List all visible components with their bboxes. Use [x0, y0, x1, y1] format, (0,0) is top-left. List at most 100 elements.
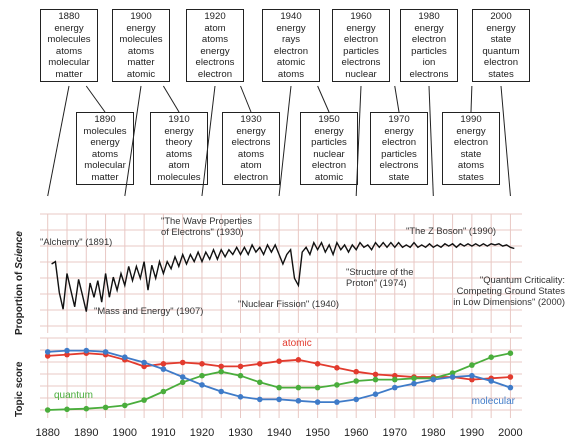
decade-word: atoms — [237, 148, 265, 160]
x-tick-label-1910: 1910 — [151, 427, 175, 439]
decade-box-1950: 1950 energy particles nuclear electron atomic — [300, 112, 358, 185]
point-quantum-1960 — [353, 378, 360, 384]
annotation-line: "Structure of the — [346, 266, 413, 277]
point-atomic-1915 — [179, 359, 186, 366]
proportion-axis-label-prefix: Proportion of — [14, 268, 25, 335]
point-molecular-1955 — [334, 399, 340, 405]
point-molecular-1990 — [469, 372, 475, 379]
decade-year: 1930 — [240, 114, 262, 125]
decade-word: state — [388, 171, 410, 183]
decade-box-1910: 1910 energy theory atoms atom molecules — [150, 112, 208, 185]
point-molecular-1920 — [199, 382, 205, 388]
decade-word: states — [458, 171, 484, 183]
point-atomic-1930 — [237, 363, 244, 370]
decade-word: electron — [197, 68, 233, 80]
decade-year: 1910 — [168, 114, 190, 125]
connector-line-1890 — [85, 85, 106, 113]
point-quantum-1985 — [449, 370, 456, 376]
proportion-line — [51, 240, 515, 312]
decade-box-1940: 1940 energy rays electron atomic atoms — [262, 9, 320, 82]
annotation-line: "Mass and Energy" (1907) — [94, 305, 203, 316]
decade-word: states — [488, 68, 514, 80]
decade-year: 1990 — [460, 114, 482, 125]
decade-year: 1880 — [58, 11, 80, 22]
annotation-line: "The Wave Properties — [161, 215, 252, 226]
annotation-line: in Low Dimensions" (2000) — [453, 296, 565, 307]
point-atomic-1910 — [160, 361, 167, 367]
decade-word: electrons — [231, 137, 271, 148]
point-atomic-1945 — [295, 357, 302, 363]
connector-line-1910 — [162, 85, 180, 113]
decade-word: electrons — [195, 57, 235, 68]
point-quantum-1925 — [218, 368, 224, 375]
point-molecular-1995 — [488, 378, 495, 384]
decade-word: electron — [233, 171, 269, 183]
point-molecular-1895 — [102, 349, 109, 355]
point-molecular-1910 — [160, 366, 167, 372]
decade-word: matter — [91, 171, 119, 183]
x-tick-label-1960: 1960 — [344, 427, 368, 439]
connector-line-1980 — [428, 85, 434, 197]
decade-word: atomic — [314, 171, 344, 183]
point-molecular-1935 — [257, 396, 263, 403]
decade-word: atomic — [276, 57, 306, 68]
decade-year: 1890 — [94, 114, 116, 125]
decade-word: particles — [381, 148, 417, 160]
decade-year: 1970 — [388, 114, 410, 125]
x-tick-label-1940: 1940 — [267, 427, 291, 439]
point-molecular-1985 — [449, 374, 456, 380]
decade-word: atoms — [91, 148, 119, 160]
topic-score-axis-label: Topic score — [14, 361, 25, 417]
point-quantum-1990 — [469, 362, 475, 368]
annotation-1891: "Alchemy" (1891) — [40, 236, 112, 247]
decade-box-1890: 1890 molecules energy atoms molecular matter — [76, 112, 134, 185]
decade-word: atomic — [126, 68, 156, 80]
point-molecular-1905 — [141, 359, 147, 366]
decade-year: 1900 — [130, 11, 152, 22]
decade-word: energy — [54, 22, 84, 34]
decade-word: nuclear — [345, 68, 377, 80]
annotation-line: of Electrons" (1930) — [161, 226, 244, 237]
point-quantum-1935 — [257, 379, 263, 386]
annotation-2000: "Quantum Criticality: Competing Ground St… — [453, 274, 565, 307]
point-quantum-1965 — [372, 376, 379, 383]
point-molecular-1965 — [372, 391, 379, 398]
point-quantum-1895 — [102, 404, 109, 411]
point-molecular-1885 — [64, 347, 70, 354]
point-atomic-1965 — [372, 371, 379, 378]
decade-word: atoms — [55, 45, 83, 57]
decade-box-2000: 2000 energy state quantum electron states — [472, 9, 530, 82]
decade-word: state — [460, 148, 482, 160]
decade-word: energy — [126, 22, 156, 34]
point-quantum-1910 — [160, 388, 167, 395]
point-atomic-1955 — [334, 365, 340, 371]
connector-line-1970 — [394, 85, 400, 113]
annotation-line: Competing Ground States — [457, 285, 566, 296]
point-molecular-1975 — [411, 380, 417, 387]
point-atomic-1970 — [392, 372, 398, 379]
point-quantum-1880 — [44, 407, 51, 413]
decade-word: energy — [200, 45, 230, 57]
decade-word: matter — [55, 68, 83, 80]
point-atomic-1925 — [218, 363, 224, 370]
point-molecular-2000 — [507, 384, 514, 391]
x-tick-label-1920: 1920 — [190, 427, 214, 439]
point-atomic-1960 — [353, 368, 360, 375]
decade-word: molecules — [119, 34, 163, 45]
decade-word: matter — [127, 57, 155, 68]
decade-word: molecules — [83, 125, 127, 137]
connector-line-2000 — [500, 85, 511, 197]
annotation-line: "Alchemy" (1891) — [40, 236, 112, 247]
point-quantum-1975 — [411, 375, 417, 382]
decade-year: 1950 — [318, 114, 340, 125]
annotation-1930: "The Wave Properties of Electrons" (1930) — [161, 215, 252, 237]
point-quantum-1885 — [64, 406, 70, 413]
decade-word: energy — [276, 22, 306, 34]
decade-word: energy — [456, 125, 486, 137]
point-molecular-1930 — [237, 394, 244, 400]
decade-word: energy — [346, 22, 376, 34]
x-tick-label-1900: 1900 — [113, 427, 137, 439]
decade-year: 1920 — [204, 11, 226, 22]
point-atomic-1920 — [199, 361, 205, 367]
